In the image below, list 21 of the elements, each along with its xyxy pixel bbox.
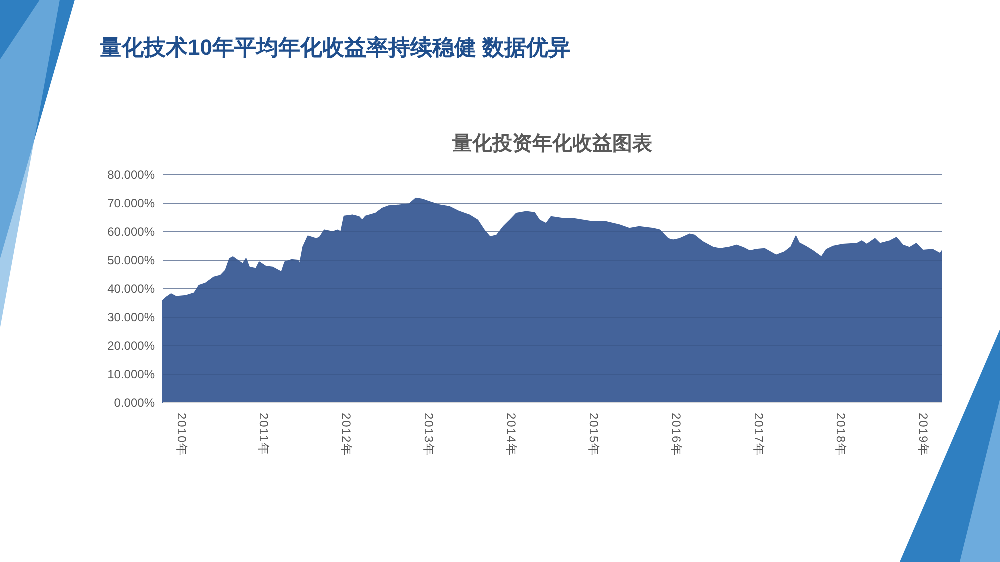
x-tick-label: 2017年 (752, 413, 766, 457)
y-tick-label: 30.000% (108, 310, 156, 325)
x-tick-label: 2019年 (916, 413, 931, 457)
y-tick-label: 70.000% (108, 196, 156, 211)
x-tick-label: 2012年 (340, 413, 354, 457)
y-tick-label: 0.000% (114, 396, 156, 410)
x-tick-label: 2016年 (669, 413, 684, 457)
y-tick-label: 10.000% (108, 368, 156, 382)
x-tick-label: 2010年 (174, 413, 189, 457)
y-tick-label: 60.000% (108, 225, 156, 240)
x-tick-label: 2015年 (586, 413, 601, 457)
y-tick-label: 80.000% (108, 168, 156, 182)
x-tick-label: 2018年 (834, 413, 848, 457)
y-tick-label: 20.000% (108, 339, 156, 354)
x-tick-label: 2011年 (257, 413, 272, 456)
chart-title: 量化技术10年平均年化收益率持续稳健 数据优异 (99, 35, 571, 60)
y-tick-label: 50.000% (108, 254, 156, 268)
x-tick-label: 2013年 (422, 413, 436, 457)
x-tick-label: 2014年 (504, 413, 518, 457)
chart-subtitle: 量化投资年化收益图表 (452, 133, 652, 155)
y-tick-label: 40.000% (108, 282, 156, 296)
